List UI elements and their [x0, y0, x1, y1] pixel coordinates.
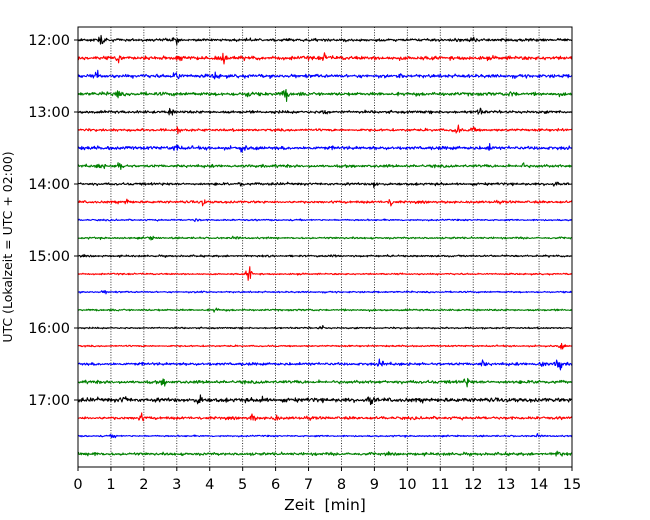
trace-1345 [77, 162, 573, 170]
trace-1700 [77, 394, 573, 406]
y-tick-label: 17:00 [28, 393, 70, 409]
y-axis-ticks: 12:00 13:00 14:00 15:00 16:00 17:00 [28, 33, 78, 409]
trace-1530 [77, 289, 573, 295]
traces [77, 34, 573, 457]
plot-frame [77, 26, 573, 468]
grid [110, 27, 540, 467]
y-axis-label: UTC (Lokalzeit = UTC + 02:00) [0, 151, 15, 342]
trace-1515 [77, 266, 573, 281]
x-tick-label: 8 [337, 477, 346, 493]
trace-1315 [77, 124, 573, 135]
x-tick-label: 6 [271, 477, 280, 493]
trace-1630 [77, 358, 573, 371]
x-tick-label: 3 [172, 477, 181, 493]
x-axis-label: Zeit [min] [284, 496, 366, 514]
trace-1430 [77, 218, 572, 223]
y-tick-label: 12:00 [28, 33, 70, 49]
x-tick-label: 9 [370, 477, 379, 493]
trace-1415 [77, 198, 573, 207]
y-tick-label: 14:00 [28, 177, 70, 193]
x-tick-label: 5 [238, 477, 247, 493]
x-axis-ticks: 0 1 2 3 4 5 6 7 8 9 10 11 12 13 14 15 [73, 467, 581, 493]
y-tick-label: 16:00 [28, 321, 70, 337]
trace-1645 [77, 377, 573, 388]
trace-1615 [77, 342, 573, 350]
x-tick-label: 12 [464, 477, 482, 493]
x-tick-label: 1 [106, 477, 115, 493]
x-tick-label: 10 [398, 477, 416, 493]
trace-1230 [77, 69, 573, 80]
trace-1545 [77, 307, 573, 313]
trace-1600 [77, 324, 573, 330]
y-tick-label: 13:00 [28, 105, 70, 121]
trace-1730 [77, 433, 573, 439]
trace-1445 [77, 235, 573, 241]
trace-1215 [77, 52, 573, 65]
x-tick-label: 4 [205, 477, 214, 493]
plot-area [78, 27, 572, 467]
x-tick-label: 2 [139, 477, 148, 493]
x-tick-label: 14 [530, 477, 548, 493]
x-tick-label: 0 [73, 477, 82, 493]
trace-1300 [77, 107, 573, 116]
x-tick-label: 15 [563, 477, 581, 493]
trace-1200 [77, 34, 573, 46]
trace-1400 [77, 181, 573, 189]
x-tick-label: 7 [304, 477, 313, 493]
trace-1745 [77, 450, 573, 457]
trace-1330 [77, 142, 573, 153]
y-tick-label: 15:00 [28, 249, 70, 265]
trace-1500 [77, 253, 573, 258]
x-tick-label: 11 [431, 477, 449, 493]
trace-1715 [77, 412, 573, 422]
x-tick-label: 13 [497, 477, 515, 493]
trace-1245 [77, 88, 573, 103]
